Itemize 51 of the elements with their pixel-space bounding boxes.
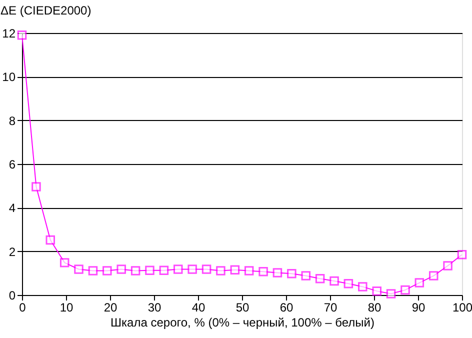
point (287, 268, 296, 278)
point (60, 258, 70, 268)
point (173, 264, 183, 274)
x-tick-label: 30 (148, 300, 162, 314)
x-axis-title: Шкала серого, % (0% – черный, 100% – белый) (110, 316, 374, 330)
point (130, 266, 140, 276)
y-tick-label: 8 (8, 114, 16, 128)
point (230, 265, 240, 275)
point (344, 279, 354, 288)
point (32, 182, 41, 192)
point (145, 266, 154, 275)
point (102, 266, 112, 276)
x-tick-label: 20 (104, 300, 118, 314)
point (116, 264, 126, 274)
x-tick-label: 90 (412, 300, 426, 314)
point (272, 268, 282, 278)
x-tick-label: 10 (60, 300, 74, 314)
y-tick-label: 12 (2, 26, 16, 40)
x-tick-label: 70 (324, 300, 338, 314)
point (188, 264, 197, 274)
point (74, 264, 84, 274)
x-tick-label: 80 (368, 300, 382, 314)
y-tick-label: 0 (8, 288, 16, 302)
point (457, 250, 467, 260)
point (330, 276, 339, 286)
y-tick-label: 6 (8, 158, 16, 172)
point (428, 271, 438, 280)
point (244, 266, 254, 276)
point (400, 285, 410, 295)
y-tick-label: 4 (8, 201, 16, 216)
point (301, 271, 311, 280)
x-tick-label: 50 (236, 300, 250, 314)
point (372, 286, 382, 296)
point (216, 266, 226, 276)
point (258, 267, 268, 276)
point (159, 266, 169, 275)
point (46, 235, 56, 245)
x-tick-label: 40 (192, 300, 206, 314)
x-tick-label: 100 (452, 300, 472, 314)
y-axis-title: ΔE (CIEDE2000) (0, 4, 92, 18)
y-tick-label: 2 (8, 244, 16, 259)
point (358, 282, 368, 292)
x-tick-label: 0 (19, 300, 26, 314)
point (414, 278, 424, 288)
point (315, 274, 325, 284)
y-tick-label: 10 (2, 70, 16, 84)
point (386, 289, 396, 298)
point (88, 266, 98, 276)
point (202, 264, 212, 274)
x-tick-label: 60 (280, 300, 294, 314)
point (443, 261, 452, 270)
